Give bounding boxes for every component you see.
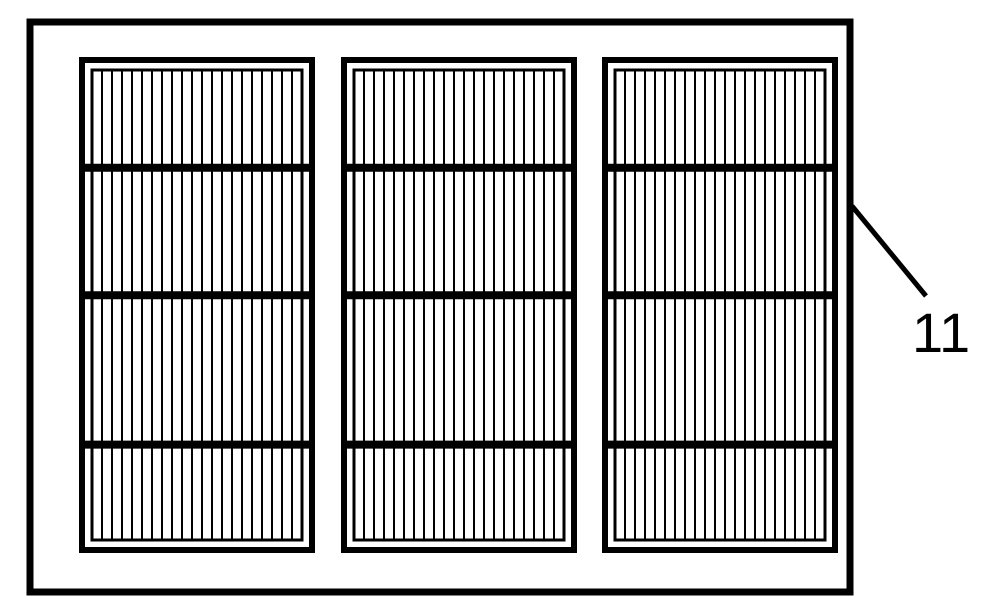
callout-label-11: 11 bbox=[912, 300, 970, 365]
panel-1 bbox=[82, 60, 312, 550]
panel-3 bbox=[605, 60, 835, 550]
leader-line bbox=[852, 206, 926, 296]
figure-root: 11 bbox=[0, 0, 1000, 611]
panel-2 bbox=[344, 60, 574, 550]
figure-svg bbox=[0, 0, 1000, 611]
